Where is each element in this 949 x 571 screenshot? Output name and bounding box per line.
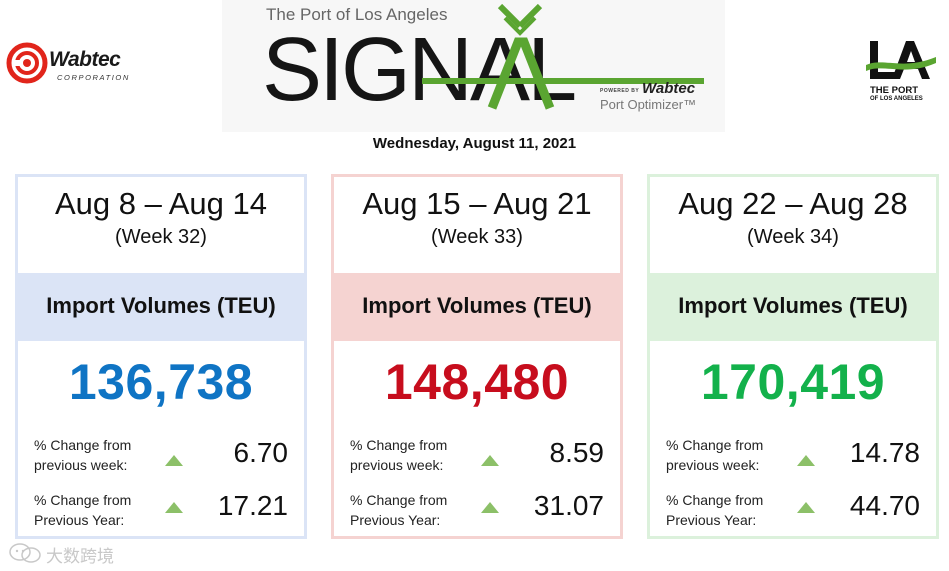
week-number: (Week 33) — [431, 226, 523, 248]
watermark-text: 大数跨境 — [46, 547, 114, 566]
change-week-label: % Change from previous week: — [34, 437, 132, 473]
port-of-la-logo-icon — [866, 41, 936, 79]
port-of-la-name: THE PORT — [870, 85, 919, 96]
up-triangle-icon — [481, 455, 499, 466]
change-year-label: % Change from Previous Year: — [350, 492, 448, 528]
change-week-label: % Change from previous week: — [350, 437, 448, 473]
wechat-icon — [9, 543, 41, 563]
metric-band: Import Volumes (TEU) — [650, 273, 936, 341]
signal-x-mark-icon — [422, 4, 704, 110]
wabtec-logo-tagline: CORPORATION — [57, 73, 130, 82]
wabtec-logo-name: Wabtec — [49, 48, 121, 71]
week-date-range: Aug 8 – Aug 14 — [54, 186, 268, 221]
banner-powered-by: POWERED BY — [600, 88, 640, 94]
signal-banner: The Port of Los Angeles SIGNAL POWERED B… — [222, 0, 725, 132]
import-volume-value: 136,738 — [68, 354, 254, 410]
metric-title: Import Volumes (TEU) — [362, 293, 592, 318]
up-triangle-icon — [797, 502, 815, 513]
wabtec-logo: Wabtec CORPORATION — [5, 38, 155, 90]
change-year-value: 44.70 — [849, 490, 920, 521]
metric-band: Import Volumes (TEU) — [18, 273, 304, 341]
wabtec-logo-icon — [6, 42, 48, 84]
metric-title: Import Volumes (TEU) — [678, 293, 908, 318]
change-week-value: 14.78 — [849, 437, 920, 468]
banner-product: Port Optimizer™ — [600, 97, 697, 112]
port-of-la-logo: THE PORT OF LOS ANGELES — [862, 35, 938, 107]
change-week-value: 6.70 — [233, 437, 289, 468]
metric-band: Import Volumes (TEU) — [334, 273, 620, 341]
up-triangle-icon — [481, 502, 499, 513]
week-card-34: Aug 22 – Aug 28 (Week 34) Import Volumes… — [647, 174, 939, 539]
import-volume-value: 148,480 — [384, 354, 570, 410]
metric-title: Import Volumes (TEU) — [46, 293, 276, 318]
week-card-33: Aug 15 – Aug 21 (Week 33) Import Volumes… — [331, 174, 623, 539]
change-year-value: 31.07 — [533, 490, 604, 521]
change-year-value: 17.21 — [217, 490, 288, 521]
change-week-label: % Change from previous week: — [666, 437, 764, 473]
change-year-label: % Change from Previous Year: — [34, 492, 132, 528]
up-triangle-icon — [165, 502, 183, 513]
up-triangle-icon — [797, 455, 815, 466]
change-year-label: % Change from Previous Year: — [666, 492, 764, 528]
change-week-value: 8.59 — [549, 437, 605, 468]
banner-brand: Wabtec — [642, 80, 696, 97]
import-volume-value: 170,419 — [700, 354, 886, 410]
up-triangle-icon — [165, 455, 183, 466]
week-number: (Week 34) — [747, 226, 839, 248]
week-date-range: Aug 22 – Aug 28 — [678, 186, 908, 221]
week-number: (Week 32) — [115, 226, 207, 248]
report-date: Wednesday, August 11, 2021 — [372, 135, 577, 152]
port-of-la-subname: OF LOS ANGELES — [870, 96, 923, 102]
week-card-32: Aug 8 – Aug 14 (Week 32) Import Volumes … — [15, 174, 307, 539]
banner-tagline: The Port of Los Angeles — [266, 5, 448, 24]
week-date-range: Aug 15 – Aug 21 — [362, 186, 592, 221]
